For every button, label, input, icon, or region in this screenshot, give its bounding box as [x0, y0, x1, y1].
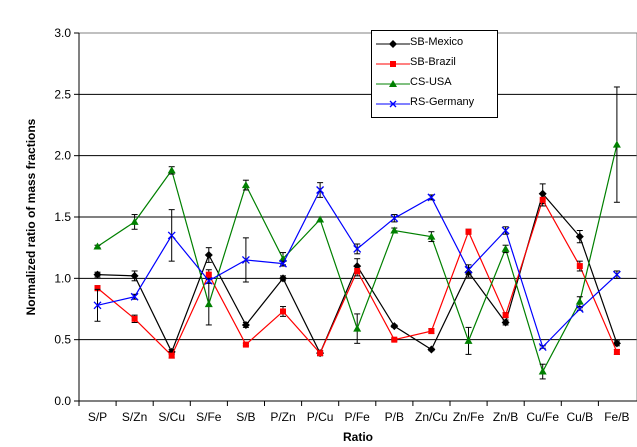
y-axis-ticks: 0.0 0.5 1.0 1.5 2.0 2.5 3.0 [54, 26, 79, 408]
data-point [94, 285, 101, 292]
data-point [428, 328, 435, 335]
data-point [279, 259, 287, 268]
triangle-marker-icon [376, 80, 410, 87]
data-point [538, 343, 547, 351]
data-point [575, 305, 584, 313]
data-point [538, 367, 547, 375]
data-point [501, 318, 510, 327]
data-point [93, 270, 102, 279]
y-tick-label: 0.5 [54, 333, 71, 347]
legend: SB-Mexico SB-Brazil CS-USA RS-Germany [371, 30, 498, 118]
diamond-marker-icon [376, 40, 410, 48]
data-point [501, 244, 510, 252]
data-point [131, 315, 138, 322]
x-tick-label: P/Cu [307, 410, 334, 424]
legend-item-sb-brazil: SB-Brazil [372, 54, 497, 74]
data-point [427, 345, 436, 354]
x-tick-label: S/Fe [196, 410, 222, 424]
data-point [242, 341, 249, 348]
legend-item-cs-usa: CS-USA [372, 74, 497, 94]
data-point [354, 267, 361, 274]
data-point [204, 251, 213, 260]
data-point [465, 228, 472, 235]
cross-marker-icon [376, 100, 410, 108]
y-tick-label: 3.0 [54, 26, 71, 40]
y-axis-label: Normalized ratio of mass fractions [24, 118, 38, 315]
y-tick-label: 1.0 [54, 271, 71, 285]
data-point [93, 301, 102, 310]
square-marker-icon [376, 61, 410, 67]
data-point [280, 308, 286, 315]
data-point [390, 226, 399, 234]
data-point [93, 242, 102, 250]
x-tick-label: P/B [385, 410, 404, 424]
data-point [612, 270, 621, 279]
data-point [390, 322, 399, 331]
x-tick-label: Zn/Cu [415, 410, 448, 424]
data-point [353, 324, 362, 332]
series-sb-brazil [94, 193, 620, 359]
legend-label: RS-Germany [410, 96, 475, 108]
data-point [167, 166, 176, 174]
data-point [204, 300, 213, 308]
data-point [501, 226, 510, 235]
x-tick-label: Zn/B [493, 410, 518, 424]
x-tick-label: Fe/B [604, 410, 629, 424]
data-point [539, 196, 546, 203]
y-tick-label: 2.0 [54, 149, 71, 163]
data-point [317, 350, 324, 357]
data-point [241, 255, 250, 264]
legend-item-sb-mexico: SB-Mexico [372, 34, 497, 54]
data-point [613, 348, 620, 355]
data-point [576, 263, 583, 270]
data-point [353, 244, 362, 253]
data-point [427, 232, 436, 240]
data-point [612, 140, 621, 148]
data-point [391, 336, 398, 343]
data-point [241, 320, 250, 329]
gridlines [79, 93, 637, 341]
data-point [241, 181, 250, 189]
legend-label: SB-Mexico [410, 36, 464, 48]
x-tick-label: S/B [236, 410, 255, 424]
data-point [575, 297, 584, 305]
data-point [316, 215, 325, 223]
x-axis-ticks: S/P S/Zn S/Cu S/Fe S/B P/Zn P/Cu P/Fe P/B Zn/Cu Zn… [78, 33, 637, 424]
x-tick-label: P/Fe [345, 410, 371, 424]
x-tick-label: Cu/Fe [526, 410, 559, 424]
data-point [316, 186, 325, 194]
data-point [427, 193, 436, 202]
data-point [130, 271, 139, 280]
x-tick-label: Cu/B [566, 410, 593, 424]
x-tick-label: P/Zn [270, 410, 295, 424]
data-point [167, 231, 176, 240]
y-tick-label: 0.0 [54, 394, 71, 408]
series-rs-germany [93, 182, 621, 351]
y-tick-label: 1.5 [54, 210, 71, 224]
x-tick-label: S/P [88, 410, 107, 424]
data-point [612, 339, 621, 348]
series-cs-usa [93, 86, 621, 380]
data-point [130, 292, 139, 301]
x-axis-label: Ratio [343, 430, 373, 444]
series-lines [93, 86, 621, 380]
data-point [502, 312, 509, 319]
data-point [464, 336, 473, 344]
x-tick-label: S/Zn [122, 410, 147, 424]
data-point [575, 232, 584, 241]
data-point [205, 271, 212, 278]
legend-item-rs-germany: RS-Germany [372, 94, 497, 114]
data-point [279, 274, 287, 283]
legend-label: CS-USA [410, 76, 452, 88]
data-point [464, 265, 473, 274]
x-tick-label: Zn/Fe [453, 410, 485, 424]
data-point [130, 217, 139, 225]
legend-label: SB-Brazil [410, 56, 456, 68]
data-point [168, 352, 175, 359]
y-tick-label: 2.5 [54, 87, 71, 101]
x-tick-label: S/Cu [158, 410, 185, 424]
data-point [204, 276, 213, 285]
data-point [390, 214, 399, 223]
